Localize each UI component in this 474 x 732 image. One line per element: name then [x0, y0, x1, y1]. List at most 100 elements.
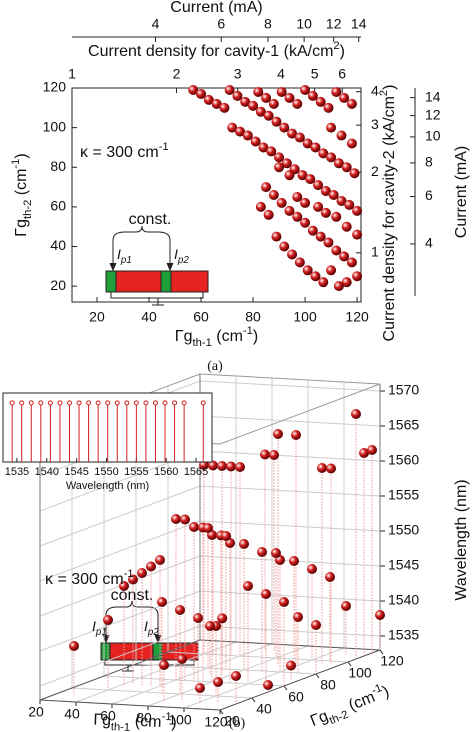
right-tick-label: 4 [371, 82, 379, 98]
y-tick-label: 120 [43, 79, 67, 95]
point [311, 620, 321, 630]
x-tick-label: 60 [100, 708, 116, 724]
kappa-label-part: -1 [124, 568, 134, 580]
point [211, 98, 222, 109]
y-axis-label-part: Γg [13, 219, 30, 237]
grid-line [39, 625, 201, 687]
x-axis-label-part: th-1 [111, 721, 131, 732]
point [326, 152, 337, 163]
point [292, 98, 303, 109]
point [193, 613, 203, 623]
point [284, 170, 295, 181]
grid-line [111, 643, 273, 705]
right-axis-label-part: Current (mA) [453, 146, 470, 238]
z-tick-label: 1565 [388, 417, 419, 433]
point [271, 231, 282, 242]
point [305, 174, 316, 185]
top-axis-label: Current density for cavity-1 (kA/cm2) [88, 40, 345, 60]
section [100, 642, 111, 661]
point [339, 251, 350, 262]
y-tick-label: 100 [43, 118, 67, 134]
point [171, 514, 181, 524]
point [119, 581, 129, 591]
stem-head [143, 400, 149, 406]
point [196, 88, 207, 99]
top-tick-label: 4 [277, 66, 285, 82]
box-edge [219, 383, 381, 445]
x-tick-label: 80 [245, 309, 261, 325]
point [344, 199, 355, 210]
point [231, 671, 241, 681]
point [300, 197, 311, 208]
point [263, 110, 274, 121]
y-tick-label: 40 [50, 237, 66, 253]
right-tick-label: 10 [425, 128, 441, 144]
stem-head [95, 400, 101, 406]
top-tick-label: 12 [326, 16, 342, 32]
section [170, 270, 209, 293]
stem-head [47, 400, 53, 406]
point [137, 568, 147, 578]
grid-line [199, 520, 381, 532]
const-label: const. [111, 587, 154, 604]
y-tick-label: 40 [256, 701, 272, 717]
point [323, 237, 334, 248]
y-tick-label: 60 [50, 198, 66, 214]
point [375, 610, 385, 620]
grid-line [199, 450, 381, 462]
point [263, 209, 274, 220]
point [307, 90, 318, 101]
right-axis-label-part: 2 [378, 90, 390, 96]
point [195, 683, 205, 693]
point [331, 211, 342, 222]
device-schematic [105, 225, 209, 306]
top-tick-label: 10 [296, 16, 312, 32]
point [336, 195, 347, 206]
point [331, 86, 342, 97]
right-tick-label: 14 [425, 88, 441, 104]
y-axis-label-part: Γg [308, 708, 331, 730]
x-axis-label: Γgth-1 (cm-1) [93, 709, 177, 732]
grid-line [199, 625, 381, 637]
y-tick [347, 661, 352, 667]
stem-head [152, 400, 158, 406]
point [261, 182, 272, 193]
current-label-part: I [117, 246, 121, 262]
point [346, 257, 357, 268]
right-axis-label-part: ) [381, 85, 398, 90]
z-tick-label: 1570 [388, 382, 419, 398]
point [315, 231, 326, 242]
point [289, 556, 299, 566]
point [261, 589, 271, 599]
kappa-label-part: κ = 300 cm [45, 571, 124, 588]
top-tick-label: 5 [311, 66, 319, 82]
point [227, 122, 238, 133]
stem-head [181, 400, 187, 406]
point [255, 201, 266, 212]
point [276, 86, 287, 97]
z-tick-label: 1545 [388, 557, 419, 573]
point [155, 555, 165, 565]
right-tick-label: 4 [425, 235, 433, 251]
point [279, 597, 289, 607]
point [203, 94, 214, 105]
x-tick-label: 60 [193, 309, 209, 325]
grid-line [39, 590, 201, 652]
point [310, 271, 321, 282]
top-axis-label-part: ) [340, 43, 345, 60]
grid-line [167, 651, 349, 663]
point [279, 122, 290, 133]
x-tick-label: 40 [141, 309, 157, 325]
right-tick-label: 2 [371, 163, 379, 179]
point [284, 205, 295, 216]
point [269, 450, 279, 460]
point [226, 461, 236, 472]
stem-head [28, 400, 34, 406]
box-edge [219, 649, 381, 711]
x-axis-label-part: (cm [212, 328, 243, 345]
current-label-part: I [174, 246, 178, 262]
x-tick-label: 80 [136, 710, 152, 726]
current-label-part: p2 [177, 255, 189, 266]
x-tick-label: 100 [293, 309, 317, 325]
